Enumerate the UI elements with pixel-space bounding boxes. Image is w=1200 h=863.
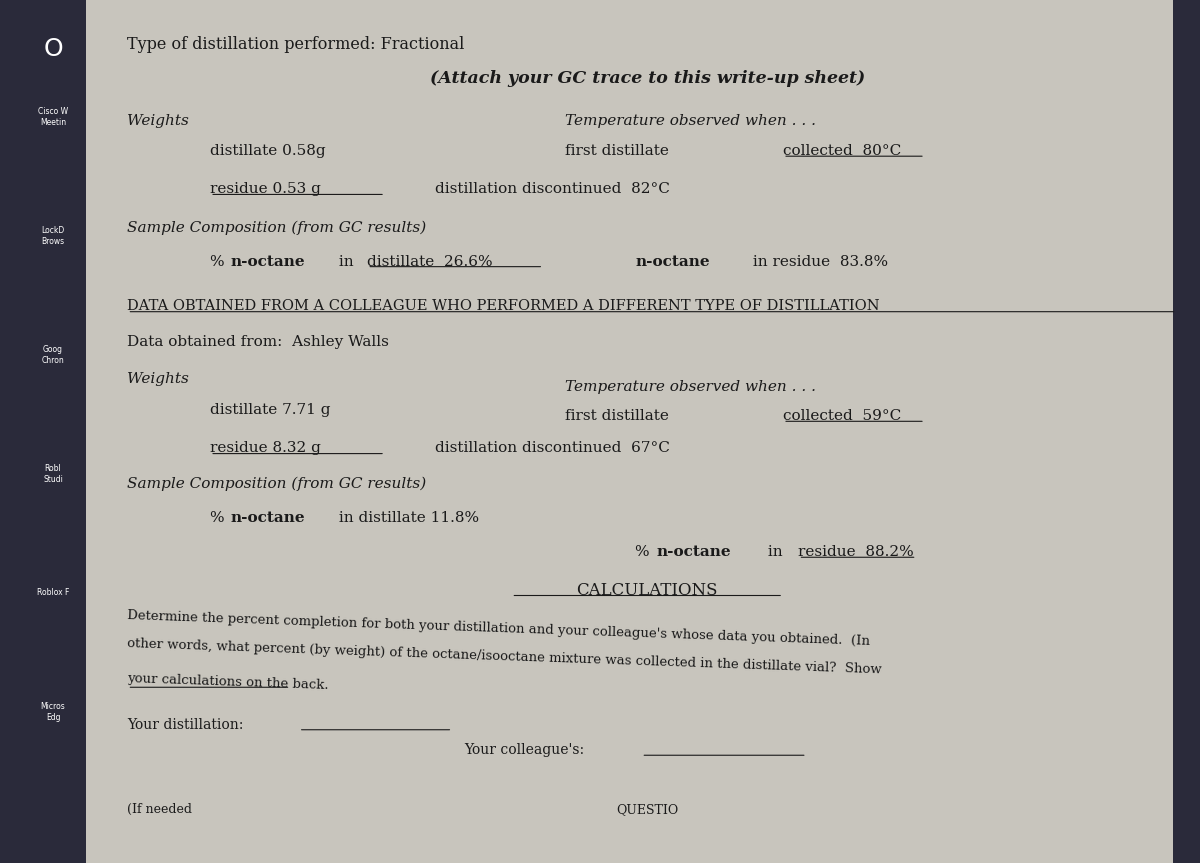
Text: in residue  83.8%: in residue 83.8% — [748, 255, 888, 268]
Text: Weights: Weights — [127, 115, 190, 129]
Text: CALCULATIONS: CALCULATIONS — [576, 582, 718, 599]
Text: Goog
Chron: Goog Chron — [42, 345, 65, 365]
Text: in: in — [763, 545, 787, 559]
Text: (Attach your GC trace to this write-up sheet): (Attach your GC trace to this write-up s… — [430, 71, 865, 87]
Text: distillation discontinued  82°C: distillation discontinued 82°C — [434, 182, 670, 197]
Text: n-octane: n-octane — [656, 545, 731, 559]
Text: %: % — [636, 545, 655, 559]
Text: Micros
Edg: Micros Edg — [41, 702, 65, 721]
Text: Cisco W
Meetin: Cisco W Meetin — [38, 107, 68, 127]
Text: Temperature observed when . . .: Temperature observed when . . . — [564, 381, 816, 394]
Text: in distillate 11.8%: in distillate 11.8% — [334, 511, 479, 526]
Text: first distillate: first distillate — [564, 409, 673, 423]
Text: n-octane: n-octane — [636, 255, 710, 268]
Bar — [0, 0, 86, 863]
Text: first distillate: first distillate — [564, 144, 673, 158]
Text: Temperature observed when . . .: Temperature observed when . . . — [564, 115, 816, 129]
Text: n-octane: n-octane — [230, 511, 305, 526]
Text: Your distillation:: Your distillation: — [127, 718, 244, 732]
Text: distillate 7.71 g: distillate 7.71 g — [210, 403, 331, 417]
Text: O: O — [43, 37, 62, 61]
Text: Determine the percent completion for both your distillation and your colleague's: Determine the percent completion for bot… — [127, 609, 870, 648]
Text: in: in — [334, 255, 359, 268]
Text: Robl
Studi: Robl Studi — [43, 464, 62, 483]
Text: %: % — [210, 511, 229, 526]
Text: Roblox F: Roblox F — [37, 589, 70, 597]
Text: your calculations on the back.: your calculations on the back. — [127, 672, 329, 692]
Text: distillate  26.6%: distillate 26.6% — [367, 255, 493, 268]
Text: n-octane: n-octane — [230, 255, 305, 268]
Text: other words, what percent (by weight) of the octane/isooctane mixture was collec: other words, what percent (by weight) of… — [127, 637, 882, 677]
Text: %: % — [210, 255, 229, 268]
Text: collected  80°C: collected 80°C — [784, 144, 901, 158]
Text: Your colleague's:: Your colleague's: — [464, 743, 584, 757]
Text: QUESTIO: QUESTIO — [616, 803, 678, 816]
Text: distillation discontinued  67°C: distillation discontinued 67°C — [434, 442, 670, 456]
Text: collected  59°C: collected 59°C — [784, 409, 901, 423]
Text: Type of distillation performed: Fractional: Type of distillation performed: Fraction… — [127, 36, 464, 54]
Text: residue  88.2%: residue 88.2% — [798, 545, 914, 559]
Text: DATA OBTAINED FROM A COLLEAGUE WHO PERFORMED A DIFFERENT TYPE OF DISTILLATION: DATA OBTAINED FROM A COLLEAGUE WHO PERFO… — [127, 299, 880, 312]
Text: distillate 0.58g: distillate 0.58g — [210, 144, 325, 158]
Text: Sample Composition (from GC results): Sample Composition (from GC results) — [127, 220, 427, 235]
Text: (If needed: (If needed — [127, 803, 192, 816]
Text: residue 8.32 g: residue 8.32 g — [210, 442, 322, 456]
Bar — [1172, 0, 1200, 863]
Text: Weights: Weights — [127, 372, 190, 386]
Text: LockD
Brows: LockD Brows — [41, 226, 65, 246]
Text: Data obtained from:  Ashley Walls: Data obtained from: Ashley Walls — [127, 336, 389, 350]
Text: residue 0.53 g: residue 0.53 g — [210, 182, 322, 197]
Text: Sample Composition (from GC results): Sample Composition (from GC results) — [127, 477, 427, 491]
